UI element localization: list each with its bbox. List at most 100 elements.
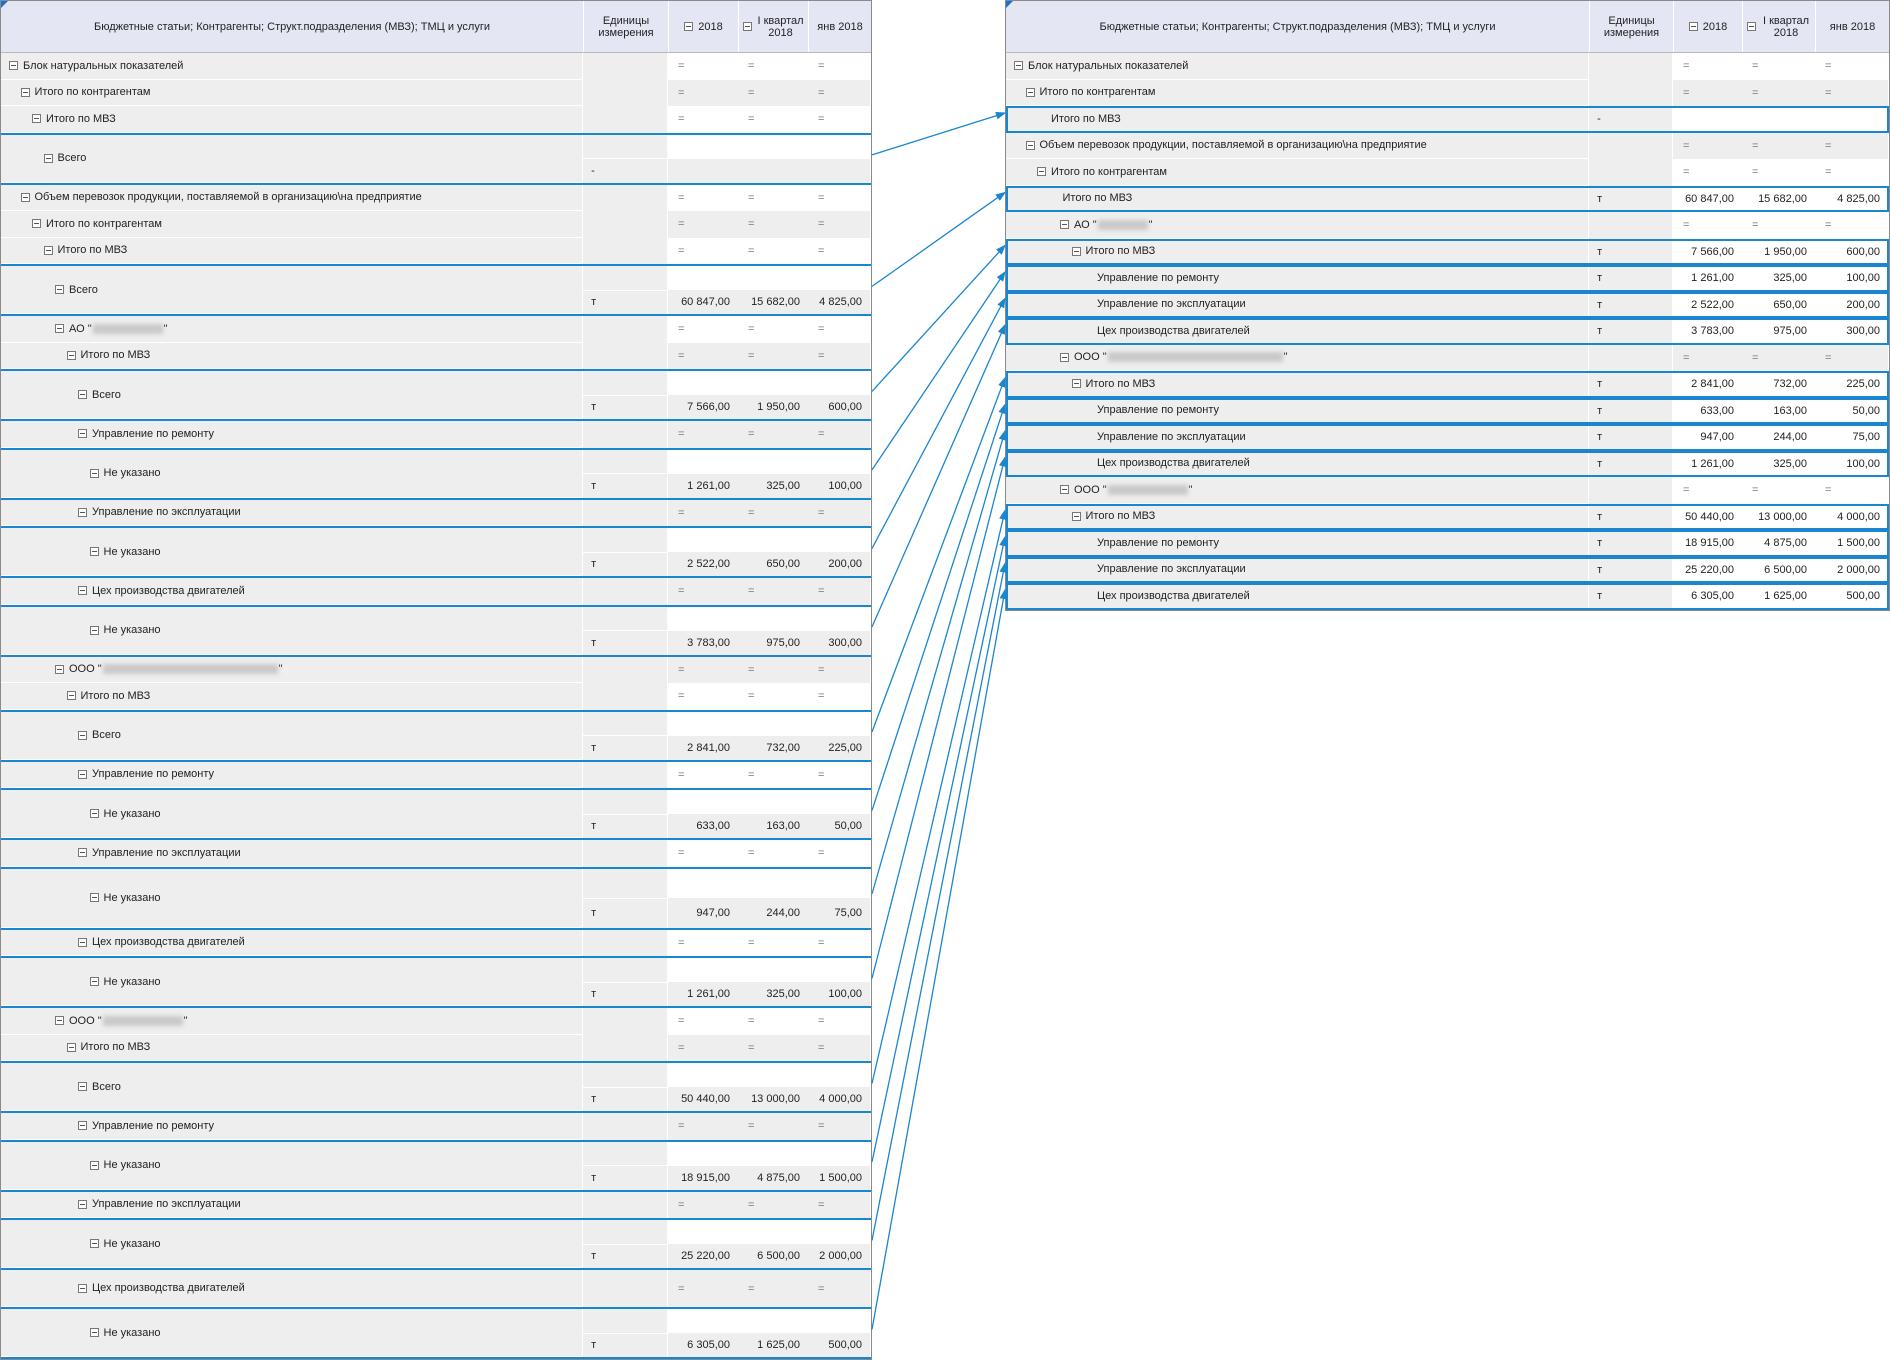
table-row[interactable]: Всего т 7 566,00 1 950,00 600,00 <box>1 369 871 421</box>
collapse-icon[interactable] <box>1747 22 1756 31</box>
value-cell[interactable]: = <box>678 218 685 231</box>
table-row[interactable]: Не указано т 2 522,00 650,00 200,00 <box>1 526 871 578</box>
row-label[interactable]: Цех производства двигателей <box>1006 450 1590 477</box>
row-label[interactable]: Итого по МВЗ <box>1006 503 1590 530</box>
value-cell[interactable]: = <box>1825 139 1832 152</box>
collapse-icon[interactable] <box>89 977 99 986</box>
value-cell[interactable]: = <box>818 218 825 231</box>
value-cell[interactable]: = <box>818 768 825 781</box>
row-label[interactable]: Управление по эксплуатации <box>1006 556 1590 583</box>
value-cell[interactable]: = <box>678 663 685 676</box>
value-cell[interactable]: 100,00 <box>1846 457 1880 470</box>
value-cell[interactable]: 18 915,00 <box>681 1171 730 1184</box>
value-cell[interactable]: = <box>678 113 685 126</box>
row-label[interactable]: Цех производства двигателей <box>1006 583 1590 610</box>
value-cell[interactable]: 325,00 <box>766 479 800 492</box>
header-2018[interactable]: 2018 <box>1674 1 1743 52</box>
table-row[interactable]: Итого по контрагентам = = = <box>1006 159 1889 186</box>
table-row[interactable]: Не указано т 1 261,00 325,00 100,00 <box>1 956 871 1008</box>
collapse-icon[interactable] <box>89 893 99 902</box>
table-row[interactable]: Итого по МВЗ = = = <box>1 342 871 369</box>
row-label[interactable]: Не указано <box>1 868 584 928</box>
value-cell[interactable]: 7 566,00 <box>687 401 730 413</box>
value-cell[interactable]: = <box>748 936 755 949</box>
collapse-icon[interactable] <box>1025 140 1035 150</box>
value-cell[interactable]: 163,00 <box>1773 404 1807 417</box>
value-cell[interactable]: = <box>678 349 685 362</box>
value-cell[interactable]: 600,00 <box>1846 245 1880 258</box>
collapse-icon[interactable] <box>89 1160 99 1170</box>
value-cell[interactable]: 975,00 <box>766 636 800 649</box>
value-cell[interactable]: = <box>678 768 685 781</box>
table-row[interactable]: АО " " = = = <box>1006 212 1889 239</box>
corner-marker[interactable] <box>1 1 8 8</box>
table-row[interactable]: Итого по МВЗ = = = <box>1 237 871 264</box>
table-row[interactable]: Итого по МВЗ - <box>1006 106 1889 133</box>
value-cell[interactable]: = <box>748 847 755 860</box>
table-row[interactable]: Итого по контрагентам = = = <box>1006 79 1889 106</box>
value-cell[interactable]: 200,00 <box>828 558 862 570</box>
table-row[interactable]: Цех производства двигателей = = = <box>1 1270 871 1307</box>
row-label[interactable]: Итого по контрагентам <box>1006 79 1590 106</box>
collapse-icon[interactable] <box>1014 61 1023 71</box>
collapse-icon[interactable] <box>55 1016 64 1026</box>
row-label[interactable]: Итого по МВЗ <box>1006 106 1590 133</box>
header-unit-column[interactable]: Единицы измерения <box>1590 1 1674 52</box>
collapse-icon[interactable] <box>684 22 694 31</box>
row-label[interactable]: Итого по МВЗ <box>1 106 584 133</box>
row-label[interactable]: Всего <box>1 371 584 419</box>
row-label[interactable]: Итого по МВЗ <box>1 1034 584 1061</box>
table-row[interactable]: АО " " = = = <box>1 316 871 343</box>
value-cell[interactable]: 50,00 <box>1852 404 1880 417</box>
row-label[interactable]: Всего <box>1 266 584 314</box>
value-cell[interactable]: 732,00 <box>1773 378 1807 391</box>
value-cell[interactable]: 4 825,00 <box>819 296 862 308</box>
value-cell[interactable]: 300,00 <box>1846 325 1880 338</box>
row-label[interactable]: Управление по ремонту <box>1006 397 1590 424</box>
header-q1[interactable]: I квартал 2018 <box>739 1 809 52</box>
collapse-icon[interactable] <box>20 87 30 97</box>
value-cell[interactable]: = <box>748 1041 755 1054</box>
collapse-icon[interactable] <box>1071 379 1081 389</box>
value-cell[interactable]: = <box>1825 484 1832 497</box>
value-cell[interactable]: 1 261,00 <box>687 988 730 1000</box>
row-label[interactable]: Не указано <box>1 1141 584 1190</box>
row-label[interactable]: Управление по ремонту <box>1006 530 1590 557</box>
table-row[interactable]: Цех производства двигателей = = = <box>1 578 871 605</box>
value-cell[interactable]: 500,00 <box>1846 590 1880 603</box>
collapse-icon[interactable] <box>78 507 87 517</box>
value-cell[interactable]: 732,00 <box>766 741 800 754</box>
value-cell[interactable]: 75,00 <box>1852 431 1880 444</box>
row-label[interactable]: Итого по МВЗ <box>1006 371 1590 398</box>
value-cell[interactable]: 100,00 <box>1846 272 1880 285</box>
row-label[interactable]: Итого по МВЗ <box>1 342 584 369</box>
row-label[interactable]: Итого по контрагентам <box>1 211 584 238</box>
value-cell[interactable]: 163,00 <box>766 820 800 832</box>
row-label[interactable]: Управление по ремонту <box>1 1113 584 1140</box>
row-label[interactable]: Итого по контрагентам <box>1 79 584 106</box>
value-cell[interactable]: = <box>678 60 685 73</box>
table-row[interactable]: Итого по контрагентам = = = <box>1 211 871 238</box>
collapse-icon[interactable] <box>9 61 18 71</box>
value-cell[interactable]: = <box>818 60 825 73</box>
table-row[interactable]: Не указано т 633,00 163,00 50,00 <box>1 788 871 840</box>
value-cell[interactable]: = <box>748 86 755 99</box>
table-row[interactable]: Всего - <box>1 132 871 185</box>
value-cell[interactable]: 975,00 <box>1773 325 1807 338</box>
value-cell[interactable]: = <box>678 585 685 598</box>
value-cell[interactable]: 1 261,00 <box>1691 457 1734 470</box>
table-row[interactable]: Цех производства двигателей = = = <box>1 929 871 956</box>
table-row[interactable]: Управление по эксплуатации т 947,00 244,00 7… <box>1006 424 1889 451</box>
value-cell[interactable]: 15 682,00 <box>1758 192 1807 205</box>
table-row[interactable]: Не указано т 947,00 244,00 75,00 <box>1 866 871 930</box>
value-cell[interactable]: 6 305,00 <box>1691 590 1734 603</box>
collapse-icon[interactable] <box>1071 511 1081 521</box>
value-cell[interactable]: = <box>818 690 825 703</box>
value-cell[interactable]: = <box>818 936 825 949</box>
value-cell[interactable]: = <box>1825 351 1832 364</box>
collapse-icon[interactable] <box>32 219 41 229</box>
row-label[interactable]: Управление по эксплуатации <box>1006 291 1590 318</box>
row-label[interactable]: ООО " " <box>1 1008 584 1035</box>
value-cell[interactable]: 60 847,00 <box>1685 192 1734 205</box>
collapse-icon[interactable] <box>78 848 87 858</box>
